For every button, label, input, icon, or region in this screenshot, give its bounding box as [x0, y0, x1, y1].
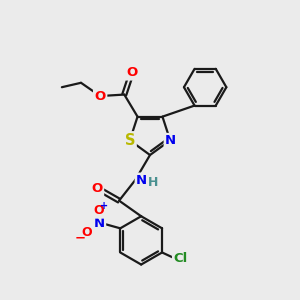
- Text: O: O: [93, 204, 104, 217]
- Text: +: +: [100, 201, 108, 211]
- Text: S: S: [124, 133, 135, 148]
- Text: −: −: [75, 232, 86, 244]
- Text: O: O: [94, 89, 106, 103]
- Text: N: N: [165, 134, 176, 147]
- Text: N: N: [94, 218, 105, 230]
- Text: O: O: [81, 226, 92, 239]
- Text: H: H: [148, 176, 159, 189]
- Text: N: N: [136, 174, 147, 187]
- Text: O: O: [92, 182, 103, 195]
- Text: Cl: Cl: [173, 252, 188, 265]
- Text: O: O: [126, 66, 137, 79]
